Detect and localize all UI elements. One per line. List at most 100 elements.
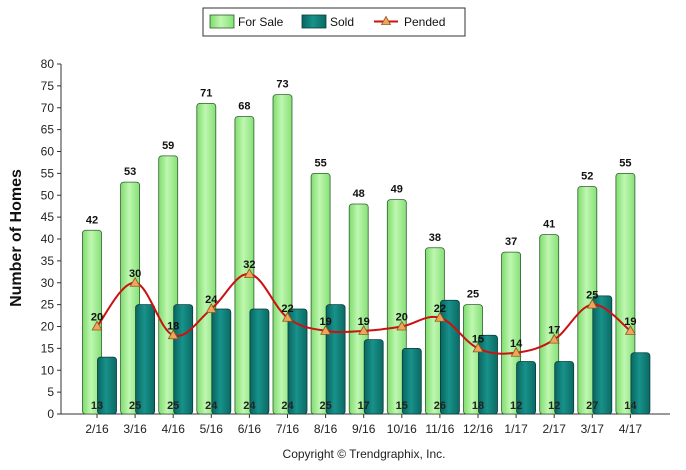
sold-bar [401,347,422,415]
pended-value-label: 30 [129,268,141,280]
for-sale-value-label: 25 [467,289,479,301]
y-axis-label: Number of Homes [8,169,25,307]
pended-point-marker [548,333,560,344]
for-sale-bar [348,203,369,415]
y-tick-label: 5 [47,385,54,399]
pended-value-label: 15 [472,333,484,345]
pended-value-label: 22 [434,303,446,315]
legend-box [202,7,466,37]
x-tick-label: 2/16 [85,422,109,436]
for-sale-value-label: 37 [505,236,517,248]
sold-value-label: 12 [548,400,560,412]
x-tick-label: 5/16 [200,422,224,436]
for-sale-value-label: 55 [619,157,631,169]
sold-value-label: 25 [167,400,179,412]
sold-value-label: 13 [91,400,103,412]
for-sale-bar [501,251,522,415]
pended-value-label: 19 [624,316,636,328]
pended-point-marker [586,298,598,309]
for-sale-bar [234,116,255,415]
pended-point-marker [472,342,484,353]
pended-line-layer [91,268,636,357]
legend-label-sold: Sold [330,15,354,29]
y-tick-label: 55 [41,166,55,180]
pended-point-marker [358,325,370,335]
pended-point-marker [320,325,332,335]
x-tick-label: 4/16 [162,422,186,436]
x-tick-label: 1/17 [504,422,528,436]
sold-bar [97,356,117,415]
pended-point-marker [129,276,141,287]
sold-value-label: 12 [510,400,522,412]
for-sale-bar [615,172,636,415]
sold-bar [554,361,575,415]
legend: For Sale Sold Pended [202,7,466,37]
x-tick-label: 2/17 [543,422,567,436]
y-tick-label: 65 [41,123,55,137]
pended-value-label: 14 [510,338,523,350]
for-sale-value-label: 55 [314,157,326,169]
y-tick-label: 30 [41,276,55,290]
sold-bar [516,361,536,415]
pended-value-label: 32 [243,259,255,271]
for-sale-value-label: 53 [124,166,136,178]
sold-value-label: 27 [586,400,598,412]
for-sale-bar [386,199,407,415]
for-sale-bar [82,229,102,415]
sold-value-label: 26 [434,400,446,412]
legend-label-for-sale: For Sale [238,15,284,29]
pended-value-label: 17 [548,325,560,337]
x-tick-label: 4/17 [619,422,643,436]
pended-point-marker [434,311,446,322]
for-sale-value-label: 68 [238,101,250,113]
sold-bar [439,299,460,415]
pended-value-label: 19 [319,316,331,328]
sold-bar [211,308,232,415]
legend-swatch-sold [301,14,327,29]
sold-value-label: 14 [624,400,637,412]
legend-swatch-for-sale [209,14,235,29]
pended-value-label: 25 [586,290,598,302]
y-tick-label: 25 [41,298,55,312]
sold-value-label: 24 [281,400,294,412]
pended-value-label: 18 [167,320,179,332]
pended-point-marker [624,325,636,335]
sold-bar [249,308,270,415]
for-sale-value-label: 41 [543,219,555,231]
y-tick-label: 35 [41,254,55,268]
x-tick-label: 6/16 [238,422,262,436]
x-tick-label: 7/16 [276,422,300,436]
pended-point-marker [510,346,522,357]
pended-point-marker [243,268,255,278]
for-sale-bar [272,94,293,415]
sold-bar [363,339,384,415]
sold-value-label: 25 [319,400,331,412]
x-tick-label: 10/16 [387,422,417,436]
for-sale-bar [120,181,140,415]
for-sale-value-label: 49 [391,184,403,196]
x-tick-label: 11/16 [425,422,454,436]
for-sale-value-label: 59 [162,140,174,152]
y-tick-label: 0 [47,407,54,421]
y-tick-label: 10 [41,363,55,377]
sold-bar [135,304,156,415]
bars [82,94,651,415]
x-tick-label: 12/16 [463,422,493,436]
y-tick-label: 80 [41,57,55,71]
x-tick-label: 3/17 [581,422,605,436]
sold-value-label: 24 [243,400,256,412]
y-tick-label: 20 [41,320,55,334]
for-sale-value-label: 48 [353,188,365,200]
axes: 0 5 10 15 20 25 30 35 40 45 50 55 60 65 70 75 80 2/16 3/16… [41,57,670,436]
y-tick-label: 60 [41,145,55,159]
x-tick-label: 9/16 [352,422,376,436]
sold-bar [287,308,308,415]
y-tick-label: 45 [41,210,55,224]
pended-point-marker [396,320,408,331]
sold-value-label: 15 [396,400,408,412]
for-sale-bar [196,102,217,415]
pended-point-marker [205,303,217,313]
y-tick-label: 15 [41,341,55,355]
